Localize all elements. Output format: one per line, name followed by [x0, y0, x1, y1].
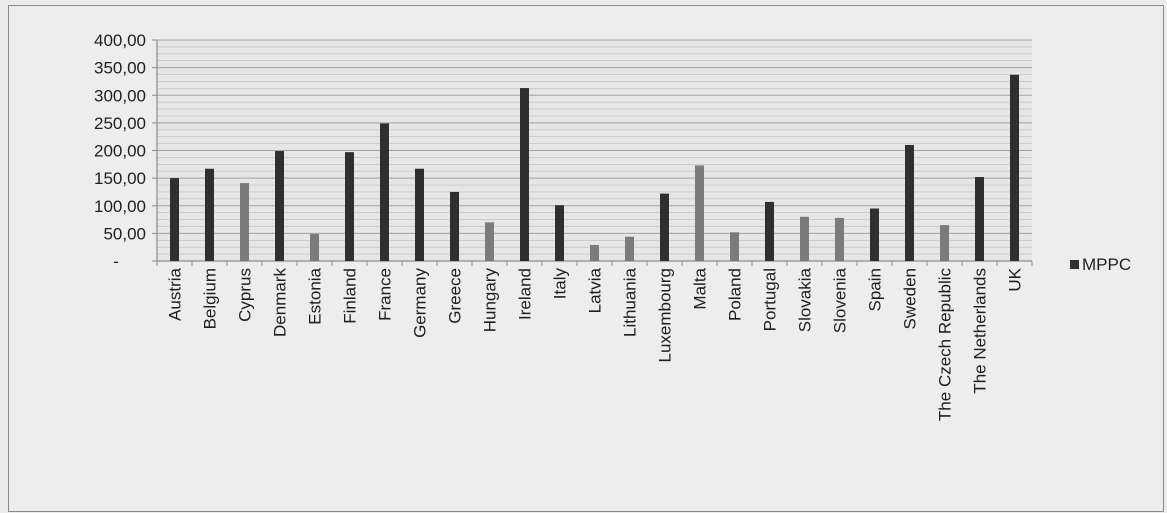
bar: [625, 236, 634, 261]
bar: [905, 144, 914, 261]
x-category-label: Latvia: [586, 267, 605, 313]
x-category-label: France: [376, 268, 395, 321]
bar: [1010, 74, 1019, 262]
y-tick-label: 150,00: [94, 169, 146, 188]
x-category-label: Austria: [166, 267, 185, 320]
x-category-label: Hungary: [481, 268, 500, 333]
x-category-label: Luxembourg: [656, 268, 675, 363]
legend-swatch: [1070, 260, 1079, 269]
y-tick-label: -: [113, 252, 119, 271]
legend-label: MPPC: [1082, 255, 1131, 274]
bar: [730, 232, 739, 261]
y-tick-label: 200,00: [94, 142, 146, 161]
x-category-label: Greece: [446, 268, 465, 324]
bar: [555, 205, 564, 261]
y-tick-label: 400,00: [94, 31, 146, 50]
x-category-label: Germany: [411, 268, 430, 338]
y-tick-label: 100,00: [94, 197, 146, 216]
x-category-label: The Netherlands: [971, 268, 990, 394]
x-category-label: Italy: [551, 268, 570, 300]
bar: [205, 168, 214, 261]
x-category-label: Lithuania: [621, 267, 640, 337]
x-category-label: Finland: [341, 268, 360, 324]
x-category-label: The Czech Republic: [936, 268, 955, 422]
bar: [765, 201, 774, 261]
x-category-label: Slovenia: [831, 267, 850, 333]
bar: [310, 233, 319, 261]
bar: [240, 183, 249, 261]
bar: [870, 208, 879, 261]
bar: [520, 88, 529, 261]
x-category-label: Denmark: [271, 268, 290, 337]
x-category-label: Ireland: [516, 268, 535, 320]
bar: [415, 168, 424, 261]
y-tick-label: 50,00: [103, 224, 146, 243]
x-category-label: Slovakia: [796, 267, 815, 332]
bar: [660, 193, 669, 261]
x-category-label: Estonia: [306, 267, 325, 324]
x-category-label: Spain: [866, 268, 885, 311]
bar: [485, 222, 494, 261]
y-tick-label: 250,00: [94, 114, 146, 133]
x-category-label: UK: [1006, 267, 1025, 291]
y-tick-label: 300,00: [94, 86, 146, 105]
bar: [450, 191, 459, 261]
bar: [835, 217, 844, 261]
bar: [695, 165, 704, 261]
x-category-label: Poland: [726, 268, 745, 321]
bar: [590, 244, 599, 261]
x-category-label: Malta: [691, 267, 710, 309]
x-category-label: Belgium: [201, 268, 220, 329]
bar: [380, 123, 389, 262]
y-tick-label: 350,00: [94, 59, 146, 78]
x-category-label: Portugal: [761, 268, 780, 331]
x-category-label: Sweden: [901, 268, 920, 329]
bar: [800, 216, 809, 261]
bar: [345, 152, 354, 261]
bar: [275, 151, 284, 261]
bar: [170, 178, 179, 261]
x-category-label: Cyprus: [236, 268, 255, 322]
bar: [940, 225, 949, 261]
bar: [975, 177, 984, 261]
